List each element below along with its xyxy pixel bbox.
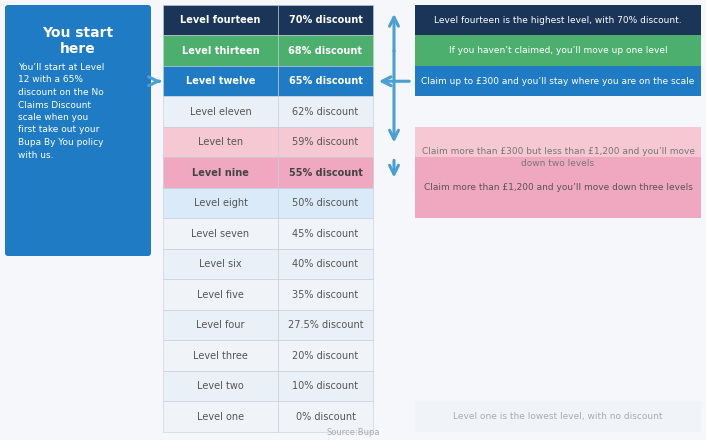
Bar xyxy=(278,401,373,432)
Bar xyxy=(278,5,373,36)
Bar xyxy=(278,66,373,96)
Text: 59% discount: 59% discount xyxy=(292,137,359,147)
Bar xyxy=(278,310,373,341)
Text: Claim more than £1,200 and you’ll move down three levels: Claim more than £1,200 and you’ll move d… xyxy=(424,183,693,192)
Text: 68% discount: 68% discount xyxy=(289,46,362,56)
Text: Level five: Level five xyxy=(197,290,244,300)
Text: 65% discount: 65% discount xyxy=(289,76,362,86)
Bar xyxy=(278,36,373,66)
Text: 55% discount: 55% discount xyxy=(289,168,362,178)
Bar xyxy=(278,158,373,188)
Bar xyxy=(163,96,278,127)
Text: Level ten: Level ten xyxy=(198,137,243,147)
Bar xyxy=(278,96,373,127)
Text: Level two: Level two xyxy=(197,381,244,391)
FancyBboxPatch shape xyxy=(5,5,151,256)
Bar xyxy=(278,188,373,219)
Bar xyxy=(415,127,701,188)
Bar xyxy=(163,310,278,341)
Bar xyxy=(415,66,701,96)
Text: Level thirteen: Level thirteen xyxy=(181,46,259,56)
Text: Level eight: Level eight xyxy=(193,198,248,208)
Bar xyxy=(278,219,373,249)
Bar xyxy=(163,401,278,432)
Text: Level fourteen: Level fourteen xyxy=(180,15,261,25)
Text: 27.5% discount: 27.5% discount xyxy=(287,320,364,330)
Bar xyxy=(415,5,701,36)
Text: 20% discount: 20% discount xyxy=(292,351,359,361)
Text: Source:Bupa: Source:Bupa xyxy=(326,428,380,437)
Bar xyxy=(415,158,701,219)
Text: Level nine: Level nine xyxy=(192,168,249,178)
Text: Level fourteen is the highest level, with 70% discount.: Level fourteen is the highest level, wit… xyxy=(434,16,682,25)
Text: 0% discount: 0% discount xyxy=(296,412,356,422)
Bar xyxy=(163,341,278,371)
Bar xyxy=(278,127,373,158)
Bar xyxy=(163,36,278,66)
Text: 70% discount: 70% discount xyxy=(289,15,362,25)
Bar xyxy=(278,341,373,371)
Text: Level three: Level three xyxy=(193,351,248,361)
Text: Level twelve: Level twelve xyxy=(186,76,256,86)
Text: Level seven: Level seven xyxy=(191,229,249,239)
Text: Level four: Level four xyxy=(196,320,245,330)
Bar xyxy=(415,36,701,66)
Text: If you haven’t claimed, you’ll move up one level: If you haven’t claimed, you’ll move up o… xyxy=(449,46,667,55)
Text: 10% discount: 10% discount xyxy=(292,381,359,391)
Bar xyxy=(163,371,278,401)
Bar xyxy=(163,279,278,310)
Bar xyxy=(278,371,373,401)
Text: Level one: Level one xyxy=(197,412,244,422)
Bar xyxy=(278,249,373,279)
Text: You’ll start at Level
12 with a 65%
discount on the No
Claims Discount
scale whe: You’ll start at Level 12 with a 65% disc… xyxy=(18,63,104,159)
Text: Level eleven: Level eleven xyxy=(190,107,251,117)
Bar xyxy=(163,188,278,219)
Bar xyxy=(163,127,278,158)
Text: Claim more than £300 but less than £1,200 and you’ll move
down two levels: Claim more than £300 but less than £1,20… xyxy=(421,147,695,168)
Text: Level one is the lowest level, with no discount: Level one is the lowest level, with no d… xyxy=(453,412,663,421)
Bar xyxy=(163,66,278,96)
Text: 35% discount: 35% discount xyxy=(292,290,359,300)
Bar xyxy=(163,249,278,279)
Text: 62% discount: 62% discount xyxy=(292,107,359,117)
Text: 45% discount: 45% discount xyxy=(292,229,359,239)
Bar xyxy=(278,279,373,310)
Text: Claim up to £300 and you’ll stay where you are on the scale: Claim up to £300 and you’ll stay where y… xyxy=(421,77,695,86)
Text: 50% discount: 50% discount xyxy=(292,198,359,208)
Text: You start
here: You start here xyxy=(42,26,114,56)
Bar xyxy=(415,401,701,432)
Text: Level six: Level six xyxy=(199,259,242,269)
Text: 40% discount: 40% discount xyxy=(292,259,359,269)
Bar xyxy=(163,5,278,36)
Bar xyxy=(163,219,278,249)
Bar xyxy=(163,158,278,188)
